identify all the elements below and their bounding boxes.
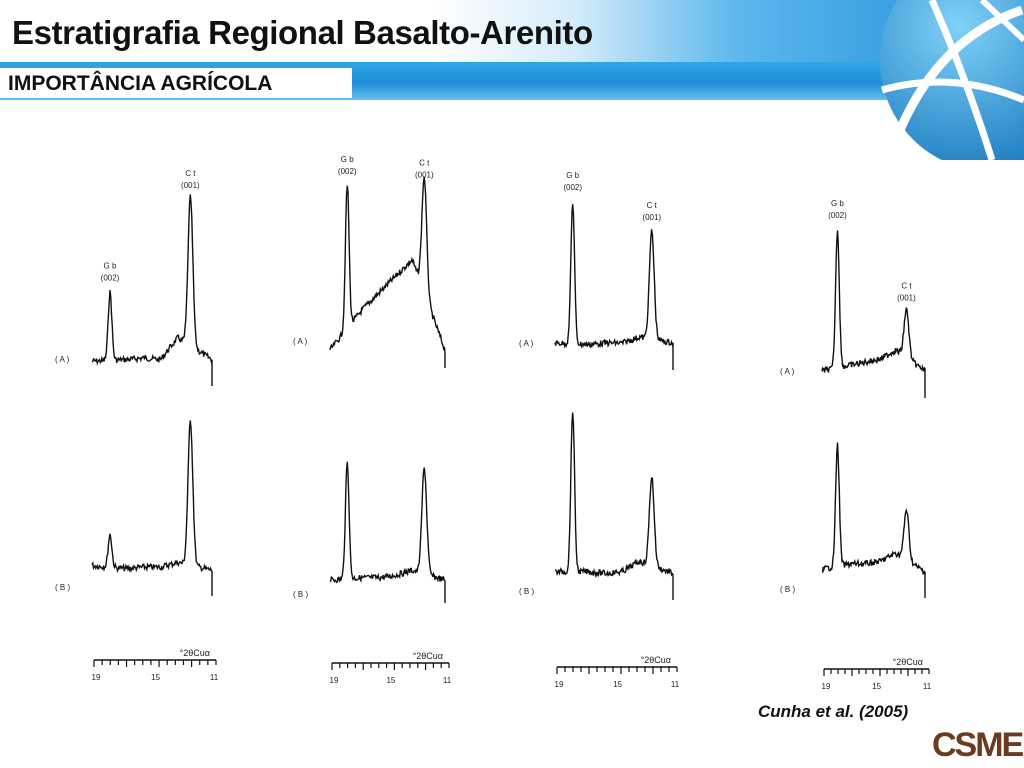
axis-unit-label: °2θCuα [641,655,671,665]
diffractogram-a-line [91,194,213,386]
peak-ct-hkl-label: (001) [897,294,916,303]
xrd-panel-1: ( A ) ( B ) G b (002) C t (001) °2θCuα 19 15 11 [55,169,219,682]
peak-gb-label: G b [341,155,354,164]
peak-gb-hkl-label: (002) [338,167,357,176]
citation: Cunha et al. (2005) [758,702,909,721]
xrd-panel-3: ( A ) ( B ) G b (002) C t (001) °2θCuα 19 15 11 [519,171,680,689]
axis-tick-label: 15 [386,676,395,685]
peak-gb-hkl-label: (002) [828,211,847,220]
peak-ct-label: C t [647,201,658,210]
axis-unit-label: °2θCuα [893,657,923,667]
diffractogram-b-line [91,420,213,596]
peak-ct-hkl-label: (001) [415,170,434,179]
diffractogram-a-line [554,204,674,370]
slide-subtitle: IMPORTÂNCIA AGRÍCOLA [8,72,273,95]
sample-a-label: ( A ) [780,367,795,376]
diffractogram-a-line [329,176,446,368]
peak-gb-label: G b [566,171,579,180]
sample-b-label: ( B ) [780,585,795,594]
sample-a-label: ( A ) [55,355,70,364]
axis-tick-label: 19 [822,682,831,691]
header-band [0,0,1024,62]
peak-gb-label: G b [104,261,117,270]
slide-title: Estratigrafia Regional Basalto-Arenito [12,14,593,51]
diffractogram-a-line [821,230,926,398]
axis-tick-label: 15 [872,682,881,691]
axis-unit-label: °2θCuα [180,648,210,658]
diffractogram-b-line [821,442,926,598]
peak-ct-label: C t [419,158,430,167]
peak-ct-label: C t [901,282,912,291]
axis-tick-label: 11 [671,680,680,689]
globe-logo-icon [880,0,1024,160]
sample-b-label: ( B ) [519,587,534,596]
sample-b-label: ( B ) [55,583,70,592]
diffractogram-b-line [554,412,674,600]
axis-tick-label: 19 [92,673,101,682]
xrd-panel-4: ( A ) ( B ) G b (002) C t (001) °2θCuα 19 15 11 [780,199,932,691]
axis-tick-label: 15 [613,680,622,689]
peak-ct-label: C t [185,169,196,178]
diffractogram-b-line [329,461,446,603]
peak-ct-hkl-label: (001) [181,181,200,190]
csme-logo: CSME [932,726,1024,764]
sample-b-label: ( B ) [293,590,308,599]
sample-a-label: ( A ) [519,339,534,348]
axis-tick-label: 11 [923,682,932,691]
axis-tick-label: 15 [151,673,160,682]
sample-a-label: ( A ) [293,337,308,346]
subtitle-background [0,68,352,98]
axis-tick-label: 11 [210,673,219,682]
xrd-panel-2: ( A ) ( B ) G b (002) C t (001) °2θCuα 19 15 11 [293,155,452,685]
peak-gb-hkl-label: (002) [101,273,120,282]
axis-tick-label: 19 [555,680,564,689]
axis-unit-label: °2θCuα [413,651,443,661]
peak-gb-hkl-label: (002) [563,183,582,192]
peak-gb-label: G b [831,199,844,208]
axis-tick-label: 19 [330,676,339,685]
peak-ct-hkl-label: (001) [642,213,661,222]
axis-tick-label: 11 [443,676,452,685]
